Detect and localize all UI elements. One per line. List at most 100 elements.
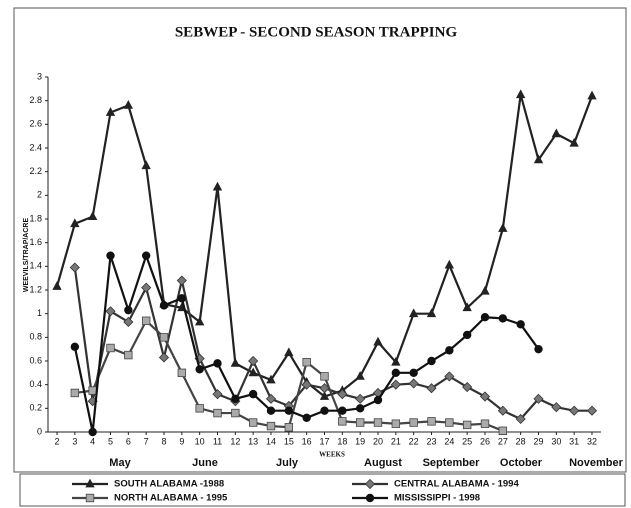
month-label: May — [109, 457, 131, 469]
marker — [444, 259, 455, 269]
legend-marker — [364, 478, 376, 490]
marker — [498, 314, 508, 323]
marker — [301, 379, 312, 390]
marker — [141, 282, 152, 293]
y-tick-label: 1 — [37, 308, 42, 318]
marker — [123, 316, 134, 328]
x-tick-label: 30 — [551, 436, 561, 446]
marker — [266, 374, 276, 384]
marker — [480, 285, 490, 295]
x-tick-label: 6 — [126, 436, 131, 446]
series-line — [55, 94, 594, 398]
x-tick-label: 20 — [373, 436, 383, 446]
marker — [124, 350, 133, 360]
y-tick-label: 0.8 — [29, 332, 42, 342]
marker — [586, 405, 598, 416]
month-label: August — [364, 457, 402, 469]
x-tick-label: 19 — [355, 436, 365, 446]
x-tick-label: 5 — [108, 436, 113, 446]
marker — [141, 251, 151, 260]
marker — [320, 372, 329, 381]
marker — [70, 388, 80, 398]
marker — [213, 408, 222, 418]
y-tick-label: 2.8 — [29, 95, 42, 105]
y-tick-label: 1.4 — [29, 261, 42, 271]
x-tick-label: 21 — [391, 436, 401, 446]
marker — [52, 281, 62, 290]
marker — [551, 128, 561, 138]
marker — [373, 418, 383, 427]
month-label: November — [569, 457, 624, 469]
marker — [106, 251, 115, 260]
marker — [320, 406, 329, 415]
x-tick-label: 17 — [319, 436, 329, 446]
marker — [284, 423, 294, 432]
x-tick-label: 27 — [498, 436, 508, 446]
marker — [70, 218, 80, 228]
marker — [284, 347, 294, 357]
marker — [265, 393, 277, 404]
marker — [88, 427, 97, 437]
marker — [409, 418, 418, 427]
marker — [408, 308, 419, 318]
y-tick-label: 2.2 — [29, 166, 42, 176]
marker — [498, 426, 508, 436]
x-tick-label: 14 — [266, 436, 276, 446]
marker — [338, 406, 347, 415]
marker — [498, 223, 508, 232]
marker — [248, 418, 258, 427]
marker — [445, 418, 454, 427]
marker — [355, 371, 365, 380]
y-tick-label: 0.4 — [29, 379, 42, 389]
marker — [141, 160, 151, 170]
marker — [231, 394, 240, 404]
y-axis-label: WEEVILS/TRAP/ACRE — [23, 218, 30, 293]
marker — [248, 389, 258, 399]
x-tick-label: 18 — [337, 436, 347, 446]
marker — [141, 316, 151, 325]
legend-label: NORTH ALABAMA - 1995 — [114, 493, 228, 504]
legend-marker — [365, 493, 375, 503]
marker — [373, 395, 383, 405]
marker — [231, 408, 240, 418]
x-tick-label: 23 — [426, 436, 436, 446]
legend-label: CENTRAL ALABAMA - 1994 — [394, 479, 519, 490]
marker — [355, 418, 365, 427]
month-label: June — [192, 457, 218, 469]
series-line — [73, 252, 540, 433]
month-label: July — [276, 457, 299, 469]
marker — [462, 330, 472, 340]
x-tick-label: 29 — [533, 436, 543, 446]
x-tick-label: 9 — [179, 436, 184, 446]
marker — [266, 406, 276, 415]
marker — [533, 393, 544, 404]
y-tick-label: 1.8 — [29, 213, 42, 223]
marker — [408, 378, 419, 389]
marker — [212, 181, 223, 191]
marker — [480, 419, 490, 428]
y-tick-label: 2.6 — [29, 119, 42, 129]
marker — [302, 413, 311, 422]
marker — [106, 343, 115, 353]
marker — [213, 359, 222, 368]
x-tick-label: 10 — [195, 436, 205, 446]
marker — [426, 308, 437, 318]
y-tick-label: 1.6 — [29, 237, 42, 247]
marker — [569, 137, 579, 147]
x-tick-label: 28 — [516, 436, 526, 446]
marker — [355, 393, 366, 404]
marker — [195, 365, 204, 374]
x-tick-label: 7 — [144, 436, 149, 446]
x-tick-label: 22 — [409, 436, 419, 446]
marker — [569, 405, 580, 416]
marker — [462, 302, 472, 312]
x-tick-label: 25 — [462, 436, 472, 446]
x-tick-label: 26 — [480, 436, 490, 446]
x-tick-label: 3 — [72, 436, 77, 446]
marker — [319, 391, 330, 400]
marker — [105, 306, 116, 317]
y-tick-label: 0.2 — [29, 403, 42, 413]
x-tick-label: 15 — [284, 436, 294, 446]
marker — [159, 333, 169, 342]
marker — [479, 391, 491, 402]
